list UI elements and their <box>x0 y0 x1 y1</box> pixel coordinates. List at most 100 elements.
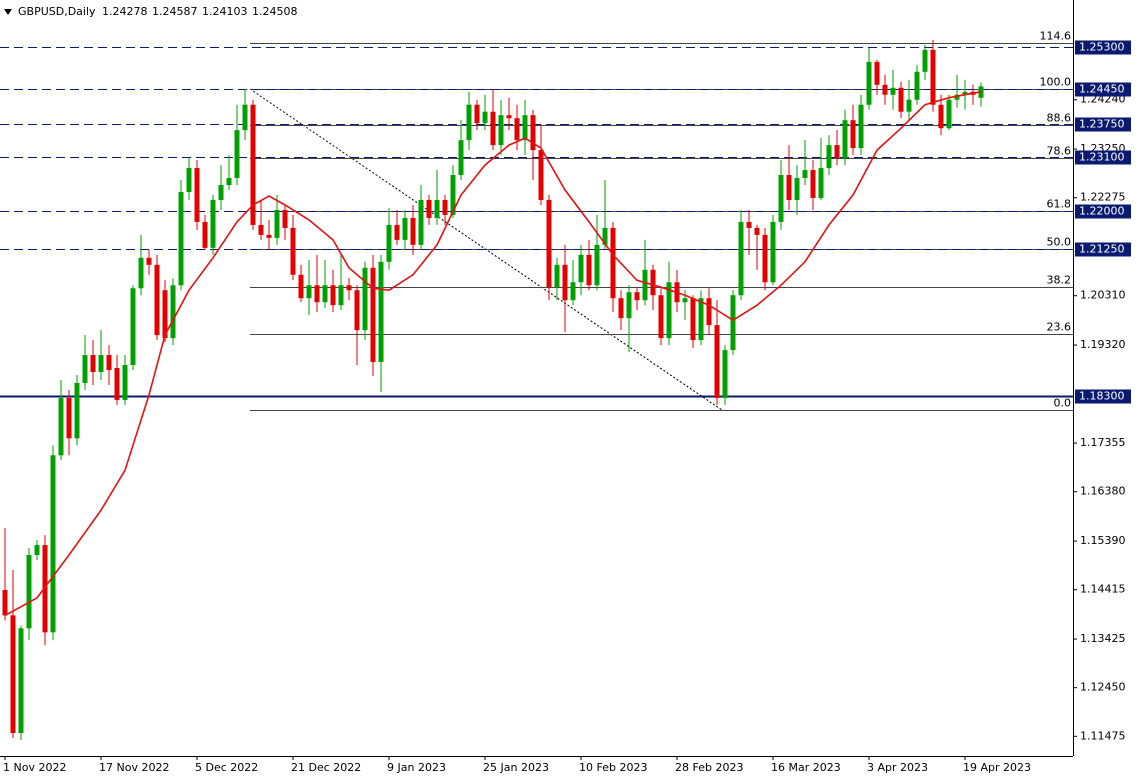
y-tick-label: 1.17355 <box>1080 436 1126 449</box>
fib-label: 100.0 <box>1040 76 1072 89</box>
fib-label: 114.6 <box>1040 30 1072 43</box>
level-label: 1.23100 <box>1079 151 1125 164</box>
candle-body <box>626 292 632 319</box>
candle-body <box>74 382 80 439</box>
candle-body <box>506 115 512 119</box>
candle-body <box>770 221 776 283</box>
level-label: 1.24450 <box>1079 83 1125 96</box>
candle-body <box>234 130 240 179</box>
candle-body <box>666 282 672 339</box>
candle-body <box>834 145 840 159</box>
level-box <box>1075 389 1131 404</box>
y-tick-label: 1.15390 <box>1080 534 1126 547</box>
x-tick-label: 3 Apr 2023 <box>867 761 928 774</box>
candle-body <box>90 355 96 373</box>
candle-body <box>682 298 688 303</box>
level-label: 1.18300 <box>1079 390 1125 403</box>
header-low: 1.24103 <box>202 5 248 18</box>
x-tick-label: 17 Nov 2022 <box>99 761 169 774</box>
x-tick-label: 28 Feb 2023 <box>675 761 743 774</box>
candle-body <box>338 285 344 306</box>
candle-body <box>810 170 816 198</box>
candle-body <box>634 292 640 301</box>
x-tick-label: 21 Dec 2022 <box>291 761 361 774</box>
candle-body <box>450 175 456 215</box>
candle-body <box>874 61 880 85</box>
header-close: 1.24508 <box>252 5 298 18</box>
candle-body <box>298 274 304 299</box>
candle-body <box>802 170 808 179</box>
candle-body <box>242 104 248 131</box>
candle-body <box>178 191 184 286</box>
candle-body <box>866 61 872 105</box>
candle-body <box>698 298 704 341</box>
candle-body <box>610 227 616 299</box>
candle-body <box>98 355 104 373</box>
candle-body <box>738 221 744 296</box>
candle-body <box>434 199 440 218</box>
candle-body <box>530 115 536 151</box>
candle-body <box>890 87 896 95</box>
candle-body <box>442 199 448 215</box>
candle-body <box>354 290 360 331</box>
candle-body <box>346 285 352 291</box>
candle-body <box>914 71 920 100</box>
candle-body <box>546 199 552 288</box>
y-tick-label: 1.22275 <box>1080 191 1126 204</box>
candle-body <box>2 589 8 616</box>
candle-body <box>650 269 656 296</box>
candle-body <box>786 175 792 200</box>
fib-label: 23.6 <box>1047 321 1072 334</box>
candle-body <box>586 254 592 286</box>
candle-body <box>114 368 120 400</box>
candle-body <box>474 104 480 124</box>
candle-body <box>490 111 496 146</box>
candle-body <box>394 224 400 240</box>
candle-body <box>18 628 24 734</box>
candle-body <box>850 120 856 149</box>
candle-body <box>26 555 32 629</box>
candle-body <box>930 49 936 105</box>
candle-body <box>258 224 264 235</box>
candle-body <box>210 199 216 248</box>
candle-body <box>10 615 16 734</box>
candle-body <box>66 397 72 439</box>
candle-body <box>514 118 520 141</box>
candle-body <box>602 227 608 245</box>
candle-body <box>186 168 192 192</box>
candle-body <box>482 111 488 124</box>
candle-body <box>82 355 88 383</box>
x-tick-label: 9 Jan 2023 <box>387 761 446 774</box>
candle-body <box>402 217 408 240</box>
candle-body <box>458 140 464 176</box>
candle-body <box>418 199 424 245</box>
candle-body <box>122 365 128 400</box>
candle-body <box>826 145 832 169</box>
candle-body <box>898 87 904 112</box>
candle-body <box>226 178 232 186</box>
candle-body <box>42 545 48 633</box>
candle-body <box>410 217 416 245</box>
candle-body <box>34 545 40 556</box>
candle-body <box>578 254 584 283</box>
level-box <box>1075 150 1131 165</box>
level-box <box>1075 82 1131 97</box>
level-box <box>1075 204 1131 219</box>
y-tick-label: 1.16380 <box>1080 485 1126 498</box>
candle-body <box>946 99 952 129</box>
candle-body <box>58 397 64 456</box>
candle-body <box>322 285 328 303</box>
level-box <box>1075 242 1131 257</box>
candle-body <box>642 269 648 301</box>
level-box <box>1075 40 1131 55</box>
candle-body <box>706 298 712 326</box>
level-label: 1.23750 <box>1079 118 1125 131</box>
y-tick-label: 1.12450 <box>1080 681 1126 694</box>
collapse-icon <box>4 9 12 15</box>
candle-body <box>882 84 888 95</box>
candle-body <box>554 264 560 288</box>
candle-body <box>658 295 664 339</box>
candle-body <box>962 91 968 95</box>
candle-body <box>762 234 768 283</box>
candle-body <box>290 227 296 275</box>
